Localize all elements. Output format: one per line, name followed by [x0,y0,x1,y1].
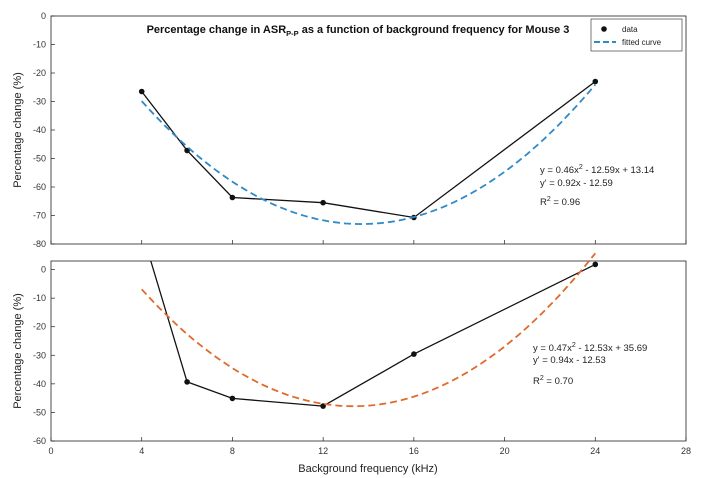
xtick-label: 0 [48,446,53,456]
top-y-axis-label: Percentage change (%) [12,72,24,188]
legend-box [590,18,683,52]
bottom-fitted-curve [141,252,597,408]
x-axis-label: Background frequency (kHz) [298,463,437,475]
bottom-y-axis-label: Percentage change (%) [12,293,24,409]
legend-fit-label: fitted curve [622,38,662,47]
top-ytick-label: 0 [41,11,46,21]
bottom-eq-sup: 2 [572,342,576,349]
bottom-plot-area [141,252,599,409]
bottom-fit-equation: y = 0.47x2 - 12.53x + 35.69 [533,342,647,354]
legend-data-label: data [622,25,638,34]
bottom-ytick-label: -50 [33,407,46,417]
xtick-label: 16 [409,446,419,456]
top-data-point [229,194,236,201]
bottom-ytick-label: 0 [41,265,46,275]
top-r2-part-a: R [540,197,547,208]
bottom-data-point [229,395,236,402]
bottom-axes-frame [50,260,687,442]
bottom-eq-part-b: - 12.53x + 35.69 [576,343,648,354]
xtick-label: 4 [139,446,144,456]
top-fit-equation: y = 0.46x2 - 12.59x + 13.14 [540,164,654,176]
bottom-derivative-equation: y' = 0.94x - 12.53 [533,355,606,366]
bottom-r2-part-a: R [533,376,540,387]
legend: data fitted curve [590,18,683,52]
bottom-data-line [150,260,596,407]
bottom-ytick-label: -40 [33,379,46,389]
top-r2-sup: 2 [547,196,551,203]
legend-data-marker [601,26,607,32]
bottom-data-point [184,379,190,385]
top-data-point [320,199,326,206]
bottom-r-squared: R2 = 0.70 [533,375,573,387]
bottom-axis-ticks: 0-10-20-30-40-50-600 4 8 12 16 20 24 28 [33,265,691,456]
bottom-r2-sup: 2 [540,375,544,382]
title-part-1: Percentage change in ASR [147,24,287,36]
bottom-data-point [592,261,599,268]
xtick-label: 8 [230,446,235,456]
bottom-ytick-label: -30 [33,350,46,360]
top-ytick-label: -50 [33,154,46,164]
xtick-label: 20 [500,446,510,456]
xtick-label: 24 [590,446,600,456]
top-data-line [141,80,596,219]
top-ytick-label: -10 [33,40,46,50]
top-plot-area [138,78,599,226]
xtick-label: 28 [681,446,691,456]
bottom-data-point [411,351,417,357]
chart-title: Percentage change in ASRP-P as a functio… [147,24,570,38]
bottom-ytick-label: -20 [33,322,46,332]
top-ytick-label: -20 [33,68,46,78]
bottom-equation-annotations: y = 0.47x2 - 12.53x + 35.69 y' = 0.94x -… [533,342,647,387]
xtick-label: 12 [318,446,328,456]
top-ytick-label: -30 [33,97,46,107]
top-ytick-label: -70 [33,211,46,221]
top-ytick-label: -40 [33,125,46,135]
top-eq-part-b: - 12.59x + 13.14 [583,165,655,176]
top-data-point [138,88,145,95]
top-ytick-label: -80 [33,239,46,249]
top-data-point [592,78,599,85]
top-r2-part-b: = 0.96 [551,197,580,208]
top-r-squared: R2 = 0.96 [540,196,580,208]
title-subscript: P-P [286,29,299,38]
top-fitted-curve [141,84,596,226]
bottom-ytick-label: -10 [33,293,46,303]
top-axes-frame [50,15,687,245]
top-derivative-equation: y' = 0.92x - 12.59 [540,178,613,189]
bottom-r2-part-b: = 0.70 [544,376,573,387]
top-eq-sup: 2 [579,164,583,171]
bottom-eq-part-a: y = 0.47x [533,343,572,354]
top-eq-part-a: y = 0.46x [540,165,579,176]
top-axis-ticks: 0 -10 -20 -30 -40 -50 -60 -70 -80 [33,11,687,249]
title-part-3: as a function of background frequency fo… [299,24,570,36]
bottom-ytick-label: -60 [33,436,46,446]
top-ytick-label: -60 [33,182,46,192]
top-data-point [184,147,190,154]
top-equation-annotations: y = 0.46x2 - 12.59x + 13.14 y' = 0.92x -… [540,164,654,208]
